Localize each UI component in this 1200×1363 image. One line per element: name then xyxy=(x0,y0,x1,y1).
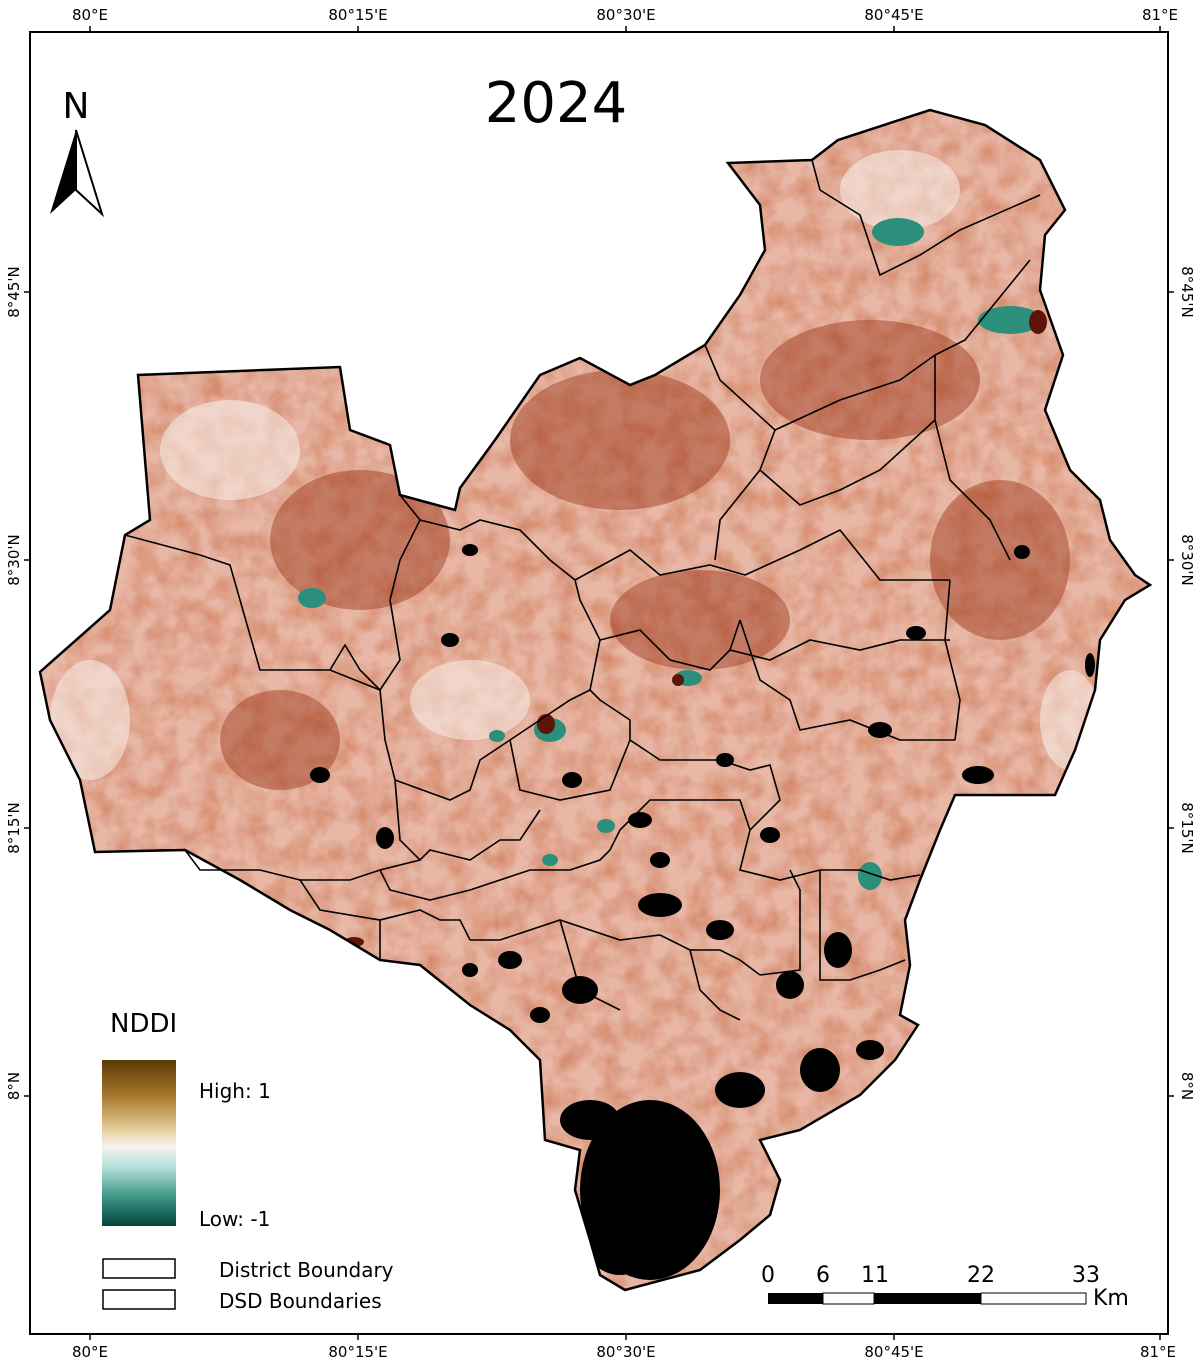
scale-tick-label: 22 xyxy=(967,1263,995,1288)
legend-low-label: Low: -1 xyxy=(199,1207,270,1231)
scale-unit: Km xyxy=(1093,1286,1129,1311)
legend-color-ramp xyxy=(102,1060,176,1226)
bottom-axis-label: 80°15'E xyxy=(328,1343,387,1361)
scale-segment xyxy=(822,1292,875,1305)
left-axis-label: 8°45'N xyxy=(5,266,23,317)
bottom-axis-labels: 80°E 80°15'E 80°30'E 80°45'E 81°E xyxy=(72,1343,1176,1361)
high-value-zones xyxy=(220,320,1070,790)
legend-dsd-swatch xyxy=(102,1289,176,1310)
right-axis-label: 8°N xyxy=(1178,1072,1196,1100)
north-arrow-left-half xyxy=(50,130,76,214)
north-label: N xyxy=(63,86,90,127)
map-title: 2024 xyxy=(485,71,628,136)
left-axis-label: 8°N xyxy=(5,1072,23,1100)
legend: NDDI High: 1 Low: -1 District Boundary D… xyxy=(102,1009,394,1313)
bottom-axis-label: 80°30'E xyxy=(596,1343,655,1361)
top-axis-label: 80°E xyxy=(72,6,108,24)
top-axis-label: 80°15'E xyxy=(328,6,387,24)
low-value-zones xyxy=(50,150,1100,780)
scale-tick-label: 6 xyxy=(816,1263,830,1288)
top-axis-label: 80°30'E xyxy=(596,6,655,24)
left-axis-label: 8°15'N xyxy=(5,802,23,853)
bottom-axis-label: 81°E xyxy=(1140,1343,1176,1361)
north-arrow-right-half xyxy=(75,129,105,218)
nodata-patches xyxy=(310,544,1095,1280)
right-axis-labels: 8°45'N 8°30'N 8°15'N 8°N xyxy=(1178,266,1196,1100)
legend-high-label: High: 1 xyxy=(199,1079,271,1103)
scale-segment xyxy=(980,1292,1087,1305)
legend-district-swatch xyxy=(102,1258,176,1279)
scale-segment xyxy=(874,1293,981,1304)
top-axis-label: 81°E xyxy=(1142,6,1178,24)
scale-bar: 0 6 11 22 33 Km xyxy=(761,1263,1129,1311)
scale-tick-label: 0 xyxy=(761,1263,775,1288)
legend-district-label: District Boundary xyxy=(219,1258,394,1282)
bottom-axis-label: 80°45'E xyxy=(864,1343,923,1361)
top-axis-labels: 80°E 80°15'E 80°30'E 80°45'E 81°E xyxy=(72,6,1178,24)
dsd-boundaries xyxy=(94,159,1041,1021)
north-arrow: N xyxy=(50,86,105,218)
bottom-axis-label: 80°E xyxy=(72,1343,108,1361)
legend-dsd-label: DSD Boundaries xyxy=(219,1289,382,1313)
left-axis-labels: 8°45'N 8°30'N 8°15'N 8°N xyxy=(5,266,23,1100)
graticule-ticks xyxy=(24,26,1174,1340)
scale-tick-label: 11 xyxy=(861,1263,889,1288)
right-axis-label: 8°45'N xyxy=(1178,266,1196,317)
right-axis-label: 8°30'N xyxy=(1178,534,1196,585)
scale-segment xyxy=(768,1293,823,1304)
legend-title: NDDI xyxy=(110,1009,177,1039)
right-axis-label: 8°15'N xyxy=(1178,802,1196,853)
top-axis-label: 80°45'E xyxy=(864,6,923,24)
left-axis-label: 8°30'N xyxy=(5,534,23,585)
scale-tick-label: 33 xyxy=(1072,1263,1100,1288)
